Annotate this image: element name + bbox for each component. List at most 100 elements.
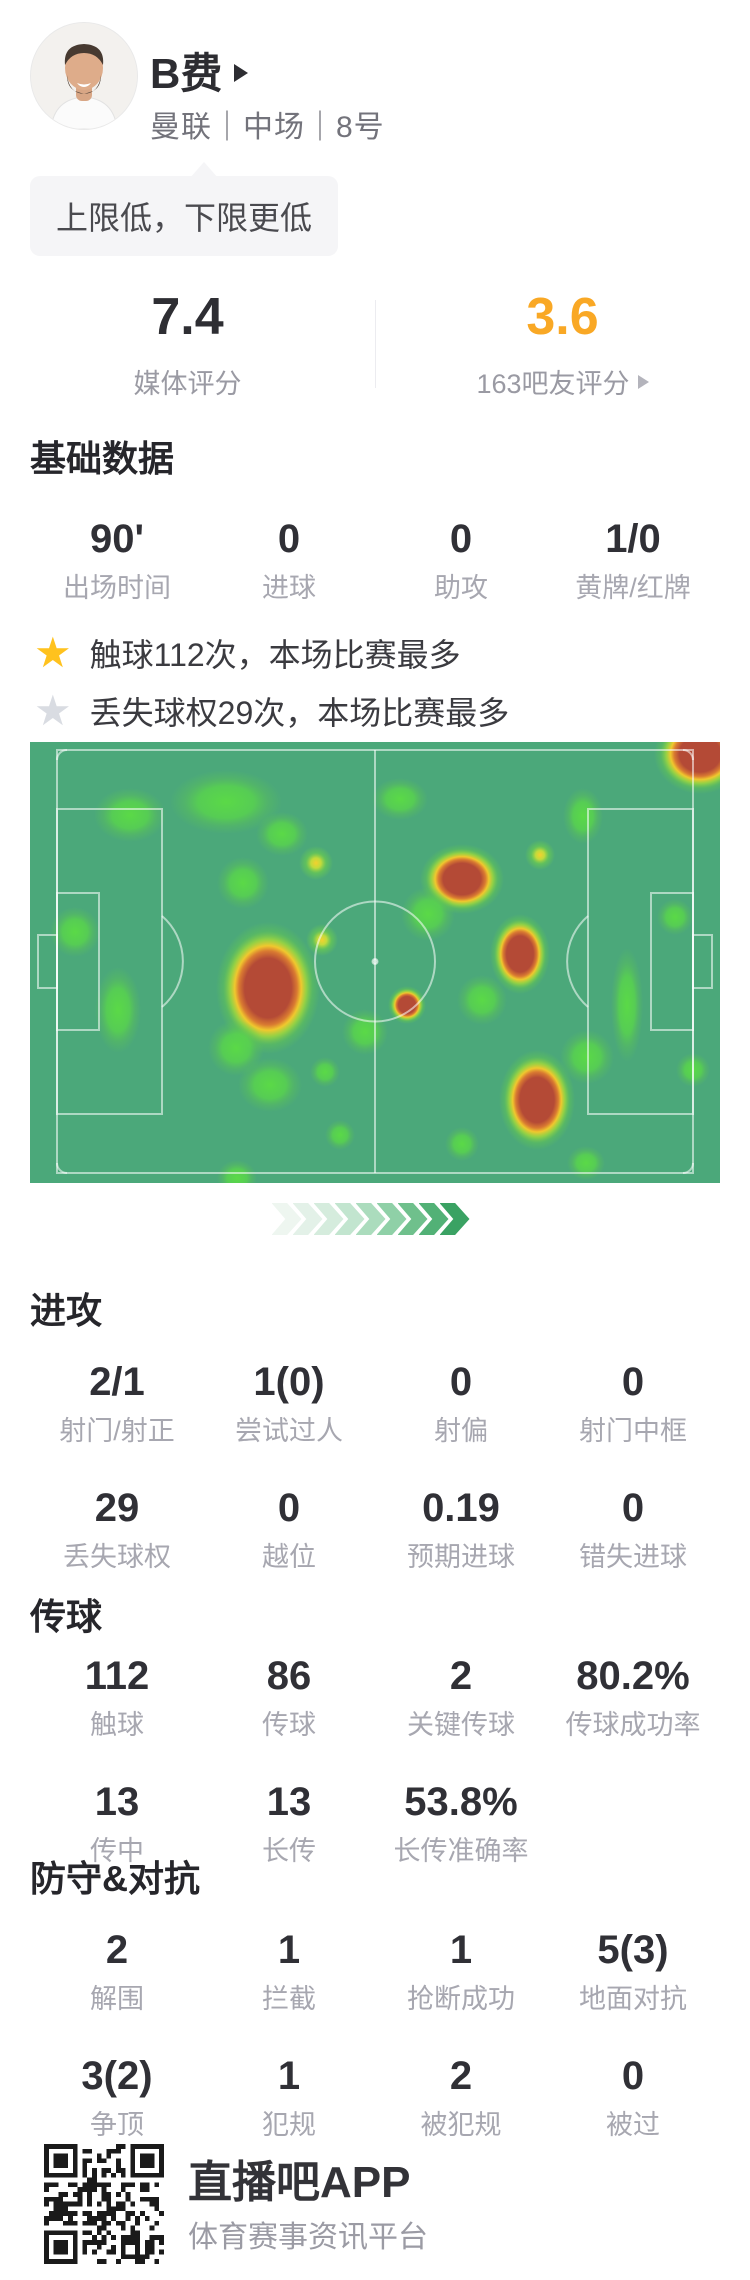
player-name-row[interactable]: B费 (150, 40, 249, 101)
qr-module (144, 2158, 150, 2164)
qr-module (77, 2192, 83, 2197)
qr-module (149, 2196, 155, 2202)
qr-module (101, 2220, 107, 2226)
qr-module (116, 2201, 121, 2207)
heat-blob-green (445, 1127, 479, 1161)
stat-label: 拦截 (262, 1984, 316, 2014)
qr-module (154, 2172, 160, 2178)
qr-module (111, 2244, 116, 2250)
caret-right-icon (637, 374, 649, 389)
qr-module (58, 2192, 64, 2197)
stat-cell: 13 传中 (31, 1778, 203, 1868)
qr-module (58, 2196, 64, 2202)
qr-module (106, 2230, 112, 2236)
stat-cell: 0 被过 (547, 2052, 719, 2142)
fan-rating[interactable]: 3.6 163吧友评分 (375, 288, 750, 401)
qr-module (87, 2230, 92, 2236)
qr-module (144, 2240, 150, 2245)
qr-module (48, 2230, 54, 2236)
player-team-line: 曼联｜中场｜8号 (150, 111, 385, 144)
qr-module (140, 2144, 145, 2149)
stat-value: 2 (449, 1654, 473, 1698)
qr-module (135, 2254, 140, 2260)
heat-blob-green (325, 1120, 355, 1150)
qr-module (82, 2249, 88, 2255)
qr-module (140, 2196, 145, 2202)
qr-module (125, 2211, 131, 2216)
qr-module (140, 2153, 145, 2159)
fan-rating-value: 3.6 (526, 288, 599, 346)
avatar-portrait (31, 23, 137, 129)
qr-module (58, 2163, 64, 2168)
qr-module (77, 2196, 83, 2202)
qr-module (149, 2153, 155, 2159)
qr-module (106, 2148, 112, 2154)
touch-heatmap (30, 714, 746, 1196)
qr-module (58, 2244, 64, 2250)
qr-module (53, 2144, 59, 2149)
qr-module (120, 2244, 126, 2250)
qr-module (130, 2240, 136, 2245)
qr-module (130, 2158, 136, 2164)
stat-value: 2/1 (89, 1360, 145, 1404)
qr-module (140, 2254, 145, 2260)
qr-module (87, 2240, 92, 2245)
player-name: B费 (150, 50, 223, 97)
qr-module (144, 2172, 150, 2178)
stat-cell: 112 触球 (31, 1652, 203, 1742)
qr-module (87, 2148, 92, 2154)
stat-label: 被犯规 (420, 2110, 502, 2140)
qr-module (120, 2254, 126, 2260)
qr-module (63, 2192, 68, 2197)
defense-grid: 2 解围 1 拦截 1 抢断成功 5(3) 地面对抗 3(2) 争顶 1 犯规 2 被犯规 0 被过 (31, 1926, 719, 2142)
qr-module (72, 2144, 78, 2149)
qr-module (82, 2163, 88, 2168)
pitch-lines (37, 749, 713, 1174)
qr-module (101, 2196, 107, 2202)
qr-module (87, 2216, 92, 2221)
heat-blob-warm (299, 846, 333, 880)
qr-module (72, 2153, 78, 2159)
heat-blob-green (372, 778, 428, 820)
qr-module (130, 2211, 136, 2216)
stat-value: 2 (105, 1928, 129, 1972)
qr-module (144, 2254, 150, 2260)
stat-value: 1 (449, 1928, 473, 1972)
qr-module (116, 2259, 121, 2264)
qr-module (96, 2216, 102, 2221)
qr-module (149, 2163, 155, 2168)
qr-module (130, 2235, 136, 2240)
qr-module (159, 2249, 164, 2255)
qr-module (144, 2216, 150, 2221)
qr-module (72, 2211, 78, 2216)
qr-module (58, 2153, 64, 2159)
qr-module (92, 2249, 97, 2255)
qr-module (106, 2206, 112, 2212)
qr-module (149, 2249, 155, 2255)
qr-module (154, 2259, 160, 2264)
qr-module (72, 2163, 78, 2168)
qr-module (87, 2182, 92, 2188)
qr-module (149, 2172, 155, 2178)
pitch-heatmap-svg (37, 714, 746, 1196)
qr-module (144, 2249, 150, 2255)
qr-module (68, 2144, 73, 2149)
stat-label: 丢失球权 (63, 1542, 171, 1572)
qr-module (53, 2240, 59, 2245)
qr-module (92, 2177, 97, 2183)
qr-module (130, 2254, 136, 2260)
qr-module (44, 2220, 49, 2226)
qr-module (68, 2182, 73, 2188)
heat-blob-green (567, 1146, 605, 1180)
qr-module (72, 2192, 78, 2197)
qr-module (96, 2201, 102, 2207)
qr-module (101, 2216, 107, 2221)
qr-module (53, 2158, 59, 2164)
qr-module (144, 2144, 150, 2149)
stat-value: 1 (277, 2054, 301, 2098)
qr-module (72, 2240, 78, 2245)
qr-module (140, 2259, 145, 2264)
stat-value: 0 (449, 517, 473, 561)
qr-module (58, 2206, 64, 2212)
media-rating-value: 7.4 (151, 288, 224, 346)
